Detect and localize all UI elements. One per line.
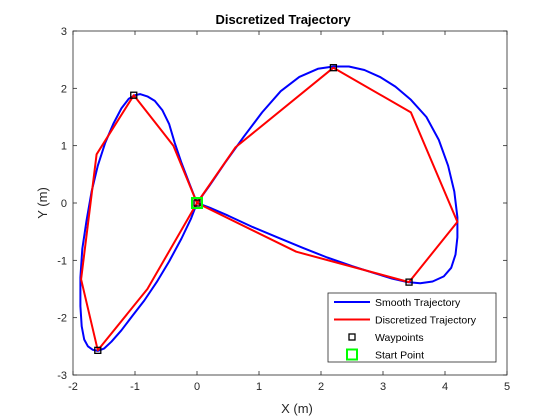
y-tick-label: 3 [61, 26, 67, 38]
legend-label-smooth-trajectory: Smooth Trajectory [375, 297, 461, 309]
waypoints-marker [94, 346, 102, 354]
x-tick-label: 4 [442, 381, 448, 393]
y-tick-label: 1 [61, 141, 67, 153]
x-tick-label: 5 [504, 381, 510, 393]
x-tick-label: 0 [194, 381, 200, 393]
waypoints-marker [329, 64, 338, 72]
series-layer [79, 64, 459, 354]
y-tick-label: 2 [61, 83, 67, 95]
legend-swatch-start-point [346, 348, 358, 361]
y-tick-label: 0 [61, 198, 67, 210]
y-tick-label: -2 [57, 313, 67, 325]
y-axis-label: Y (m) [35, 187, 50, 219]
x-tick-label: 2 [318, 381, 324, 393]
y-tick-label: -1 [57, 255, 67, 267]
chart-title: Discretized Trajectory [215, 12, 351, 27]
discretized-trajectory-line [80, 66, 459, 352]
start-point-marker [191, 197, 203, 209]
y-tick-label: -3 [57, 370, 67, 382]
legend-label-start-point: Start Point [375, 350, 424, 362]
x-axis-label: X (m) [281, 401, 313, 416]
x-tick-label: 1 [256, 381, 262, 393]
waypoints-marker [405, 278, 413, 286]
waypoints-marker [193, 199, 201, 207]
x-tick-label: -1 [130, 381, 140, 393]
legend-label-discretized-trajectory: Discretized Trajectory [375, 315, 477, 327]
legend: Smooth Trajectory Discretized Trajectory W… [327, 292, 497, 363]
legend-swatch-waypoints [348, 333, 356, 341]
waypoints-marker [130, 91, 138, 99]
x-tick-label: 3 [380, 381, 386, 393]
x-tick-label: -2 [68, 381, 78, 393]
legend-label-waypoints: Waypoints [375, 332, 424, 344]
